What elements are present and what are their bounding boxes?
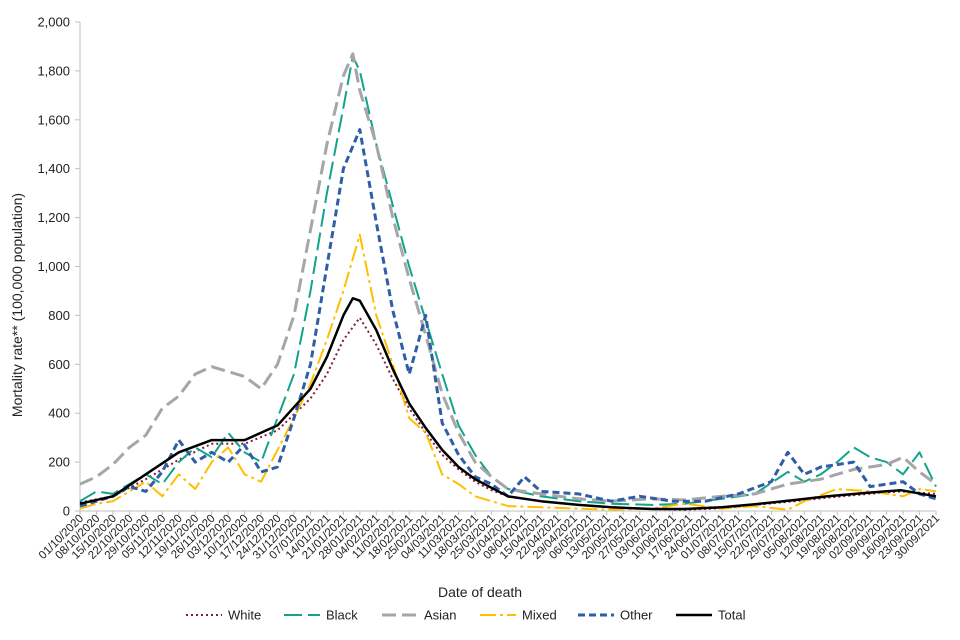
x-axis-title: Date of death [438,584,522,600]
y-tick-label: 600 [48,357,70,372]
series-line-asian [79,52,937,503]
y-axis-title: Mortality rate** (100,000 population) [9,193,25,417]
series-line-mixed [79,233,937,511]
y-tick-label: 1,200 [37,210,70,225]
series-line-black [79,55,937,506]
y-tick-label: 400 [48,406,70,421]
legend-label-asian: Asian [424,608,457,623]
legend-label-black: Black [326,608,358,623]
legend-label-mixed: Mixed [522,608,557,623]
y-tick-label: 800 [48,308,70,323]
y-tick-label: 2,000 [37,15,70,30]
legend-label-total: Total [718,608,746,623]
series-line-total [79,297,937,511]
x-axis: 01/10/202008/10/202015/10/202022/10/2020… [37,510,942,562]
legend-label-other: Other [620,608,653,623]
series-layer [79,52,937,511]
y-tick-label: 1,800 [37,63,70,78]
legend: White Black Asian Mixed Other Total [186,608,746,623]
y-tick-label: 1,600 [37,112,70,127]
legend-label-white: White [228,608,261,623]
series-line-other [79,128,937,508]
y-tick-label: 1,400 [37,161,70,176]
y-tick-label: 1,000 [37,259,70,274]
y-tick-label: 0 [63,504,70,519]
y-tick-label: 200 [48,455,70,470]
y-axis: 0 200 400 600 800 1,000 1,200 1,400 1,600 1,800 2,… [37,15,81,519]
